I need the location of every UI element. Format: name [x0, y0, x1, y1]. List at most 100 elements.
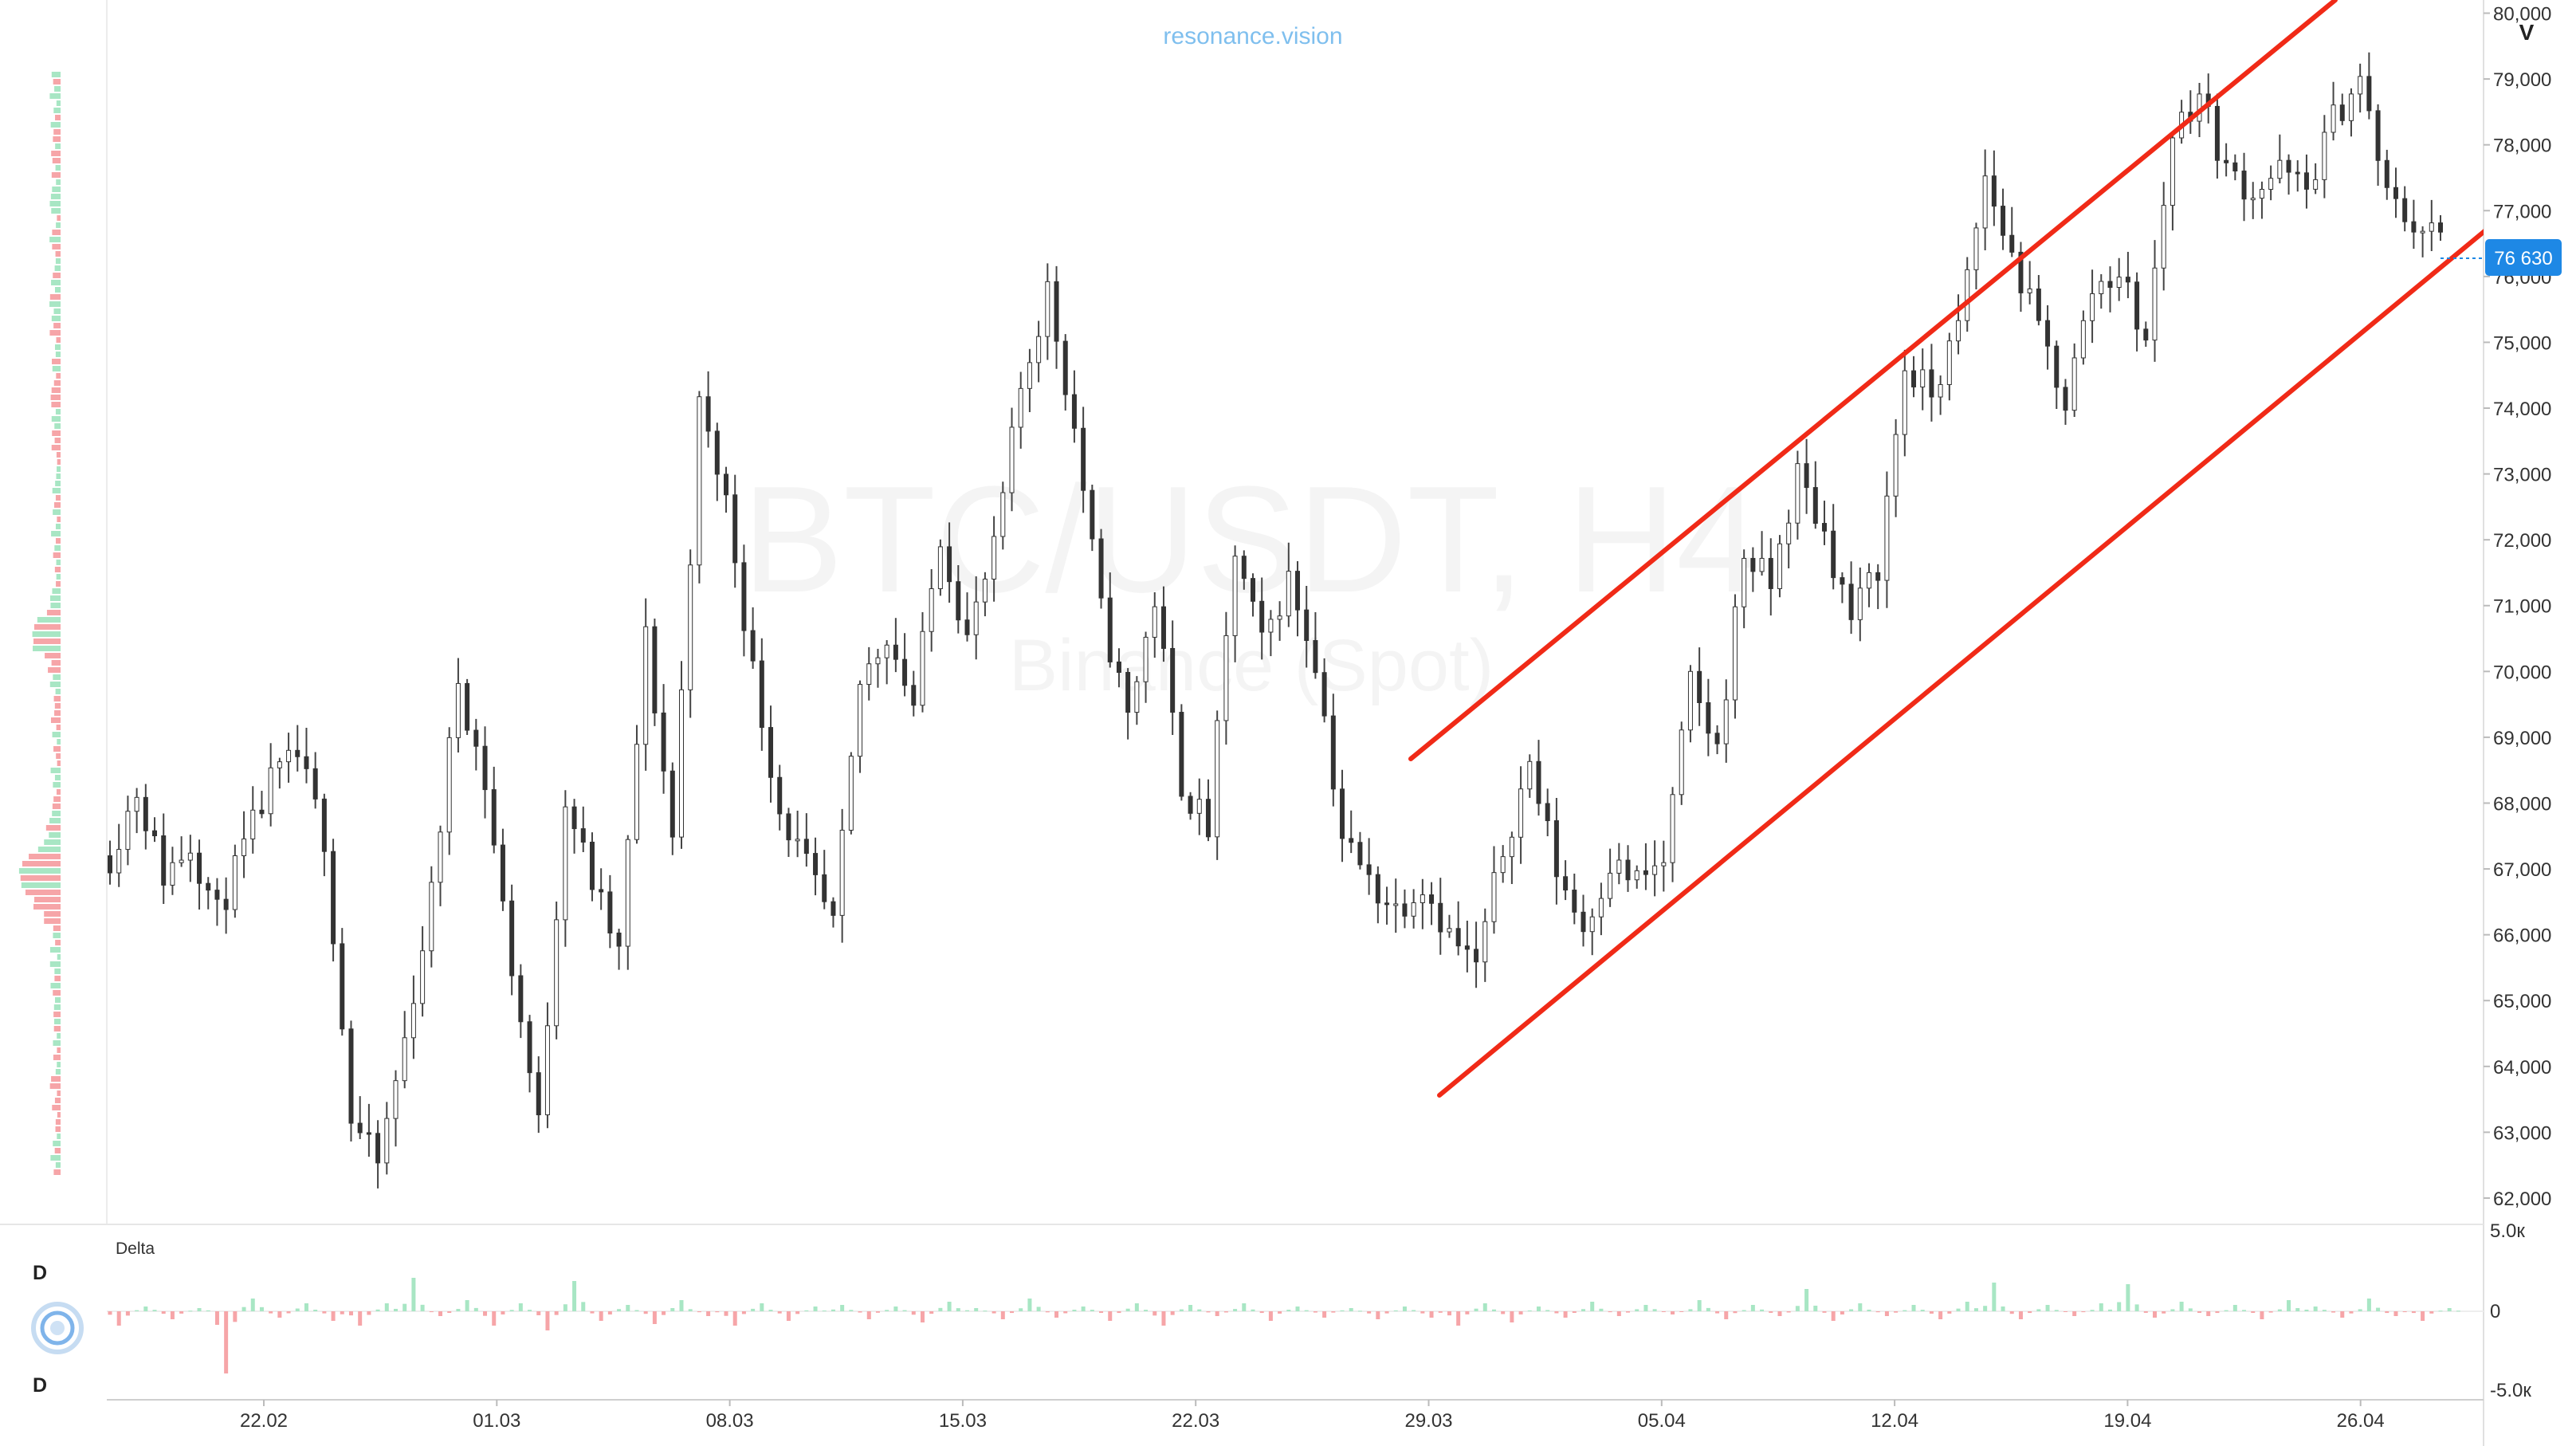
- delta-bar: [751, 1308, 756, 1311]
- delta-bar: [2001, 1306, 2005, 1311]
- circle-logo-icon[interactable]: [31, 1302, 84, 1354]
- price-tick-label: 77,000: [2493, 201, 2551, 222]
- candle-body: [1581, 911, 1586, 933]
- candle-body: [741, 562, 747, 631]
- delta-bar: [1742, 1310, 1746, 1311]
- delta-bar: [1679, 1311, 1684, 1312]
- delta-bar: [528, 1310, 532, 1311]
- delta-bar: [1215, 1311, 1219, 1316]
- delta-bar: [2331, 1311, 2336, 1313]
- delta-bar: [1465, 1311, 1470, 1314]
- volume-profile-bar: [53, 308, 61, 314]
- delta-bar: [1393, 1310, 1398, 1311]
- candle-body: [688, 564, 693, 690]
- delta-bar: [626, 1305, 630, 1311]
- volume-profile-bar: [49, 818, 61, 823]
- candle-body: [143, 796, 148, 831]
- volume-profile-bar: [57, 1033, 61, 1039]
- delta-bar: [1590, 1302, 1595, 1311]
- volume-profile-bar: [54, 969, 61, 974]
- volume-profile-bar: [44, 918, 61, 924]
- delta-bar: [1795, 1306, 1800, 1311]
- volume-profile-bar: [55, 1126, 61, 1132]
- candle-body: [1625, 859, 1631, 881]
- delta-bar: [822, 1310, 827, 1312]
- delta-bar: [1134, 1303, 1139, 1311]
- delta-bar: [1510, 1311, 1514, 1322]
- price-tick-label: 78,000: [2493, 136, 2551, 157]
- candle-body: [2116, 277, 2122, 289]
- trend-line-lower[interactable]: [1437, 228, 2488, 1098]
- delta-bar: [1045, 1311, 1050, 1313]
- delta-bar: [1072, 1310, 1077, 1311]
- volume-profile-bar: [49, 595, 61, 601]
- volume-profile-bar: [53, 380, 61, 386]
- delta-bar: [1840, 1311, 1844, 1315]
- delta-bar: [429, 1311, 434, 1313]
- delta-bar: [233, 1311, 238, 1322]
- delta-bar: [1063, 1311, 1068, 1314]
- candle-body: [652, 626, 658, 713]
- candle-body: [2152, 267, 2158, 341]
- delta-bar: [1340, 1310, 1345, 1311]
- trend-line-upper[interactable]: [1408, 0, 2338, 761]
- delta-bar: [447, 1311, 452, 1314]
- candle-body: [893, 644, 898, 660]
- delta-bar: [1616, 1311, 1621, 1316]
- delta-bar: [1090, 1310, 1094, 1311]
- volume-profile-bar: [49, 947, 61, 953]
- volume-profile-bar: [57, 1112, 61, 1118]
- volume-profile-bar: [56, 452, 61, 458]
- candle-body: [321, 798, 327, 852]
- candle-body: [1205, 799, 1211, 838]
- candle-body: [1536, 760, 1541, 804]
- candle-body: [714, 430, 720, 475]
- delta-bar: [2456, 1310, 2460, 1312]
- delta-bar: [1179, 1309, 1184, 1311]
- candle-body: [375, 1133, 381, 1164]
- delta-bar: [1750, 1305, 1755, 1311]
- delta-bar: [2287, 1300, 2291, 1311]
- volume-profile-bar: [52, 366, 61, 371]
- candle-body: [2224, 159, 2229, 163]
- candle-body: [1241, 556, 1247, 580]
- brand-label[interactable]: resonance.vision: [1163, 23, 1342, 49]
- time-tick-label: 12.04: [1871, 1410, 1918, 1432]
- delta-bar: [1412, 1310, 1416, 1311]
- candle-body: [777, 776, 783, 815]
- delta-bar: [760, 1303, 764, 1311]
- volume-profile-bar: [52, 811, 61, 816]
- candle-body: [2107, 281, 2113, 289]
- delta-bar: [438, 1311, 443, 1316]
- candle-body: [1589, 916, 1595, 933]
- candle-body: [1884, 495, 1890, 581]
- volume-profile-bar: [53, 1004, 61, 1010]
- candle-body: [1071, 394, 1077, 429]
- candle-body: [678, 689, 684, 838]
- volume-profile-bar: [54, 287, 61, 293]
- volume-profile-bar: [33, 904, 61, 910]
- delta-bar: [1313, 1311, 1317, 1313]
- delta-bar: [1010, 1311, 1015, 1314]
- candle-body: [1491, 872, 1497, 922]
- delta-bar: [1000, 1311, 1005, 1319]
- volume-profile-bar: [56, 789, 61, 795]
- delta-bar: [1501, 1311, 1506, 1314]
- volume-profile-bar: [53, 1012, 61, 1017]
- delta-bar: [108, 1311, 112, 1315]
- candle-body: [1152, 606, 1157, 638]
- delta-bar: [161, 1311, 166, 1314]
- candle-body: [1179, 712, 1184, 797]
- delta-bar: [170, 1311, 175, 1319]
- side-label-top: D: [33, 1262, 47, 1284]
- volume-profile-bar: [29, 854, 61, 859]
- delta-bar: [706, 1311, 711, 1316]
- delta-bar: [1858, 1303, 1863, 1311]
- delta-bar: [1563, 1311, 1568, 1318]
- volume-profile-bar: [20, 875, 61, 881]
- candle-body: [1687, 670, 1693, 731]
- delta-bar: [1197, 1309, 1202, 1311]
- delta-bar: [1903, 1310, 1907, 1311]
- volume-profile-bar: [53, 552, 61, 558]
- candle-body: [2001, 206, 2006, 236]
